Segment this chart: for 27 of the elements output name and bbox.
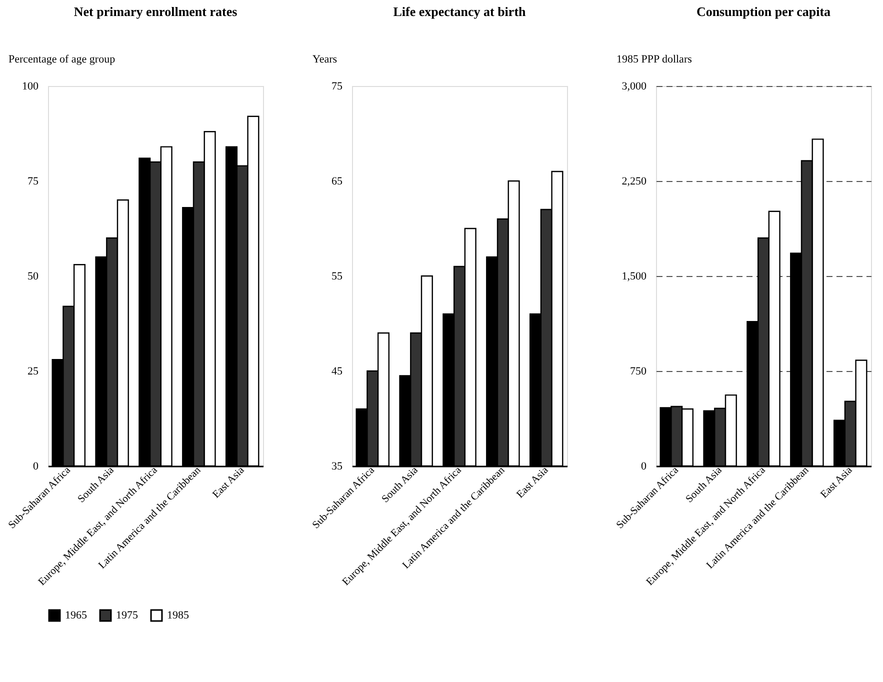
y-tick-label: 55	[332, 270, 343, 282]
legend-label: 1965	[65, 610, 88, 622]
y-axis-title: 1985 PPP dollars	[616, 54, 692, 66]
y-tick-label: 50	[28, 270, 39, 282]
y-axis-title: Years	[312, 54, 338, 66]
y-tick-label: 0	[33, 460, 39, 472]
y-tick-label: 1,500	[622, 270, 647, 282]
y-tick-label: 35	[332, 460, 343, 472]
x-tick-label: East Asia	[514, 464, 551, 501]
x-tick-label: East Asia	[818, 464, 855, 501]
y-tick-label: 25	[28, 366, 39, 378]
x-tick-label: East Asia	[210, 464, 247, 501]
y-tick-label: 100	[22, 80, 39, 92]
y-tick-label: 75	[332, 80, 343, 92]
chart-title: Life expectancy at birth	[393, 4, 527, 19]
y-tick-label: 65	[332, 176, 343, 188]
y-tick-label: 750	[630, 366, 647, 378]
chart-title: Net primary enrollment rates	[74, 4, 238, 19]
legend-label: 1975	[116, 610, 138, 622]
y-tick-label: 75	[28, 176, 39, 188]
y-axis-title: Percentage of age group	[8, 54, 116, 66]
y-tick-label: 2,250	[622, 176, 647, 188]
y-tick-label: 3,000	[622, 80, 647, 92]
legend-label: 1985	[167, 610, 190, 622]
y-tick-label: 45	[332, 366, 343, 378]
y-tick-label: 0	[641, 460, 647, 472]
chart-title: Consumption per capita	[696, 4, 832, 19]
